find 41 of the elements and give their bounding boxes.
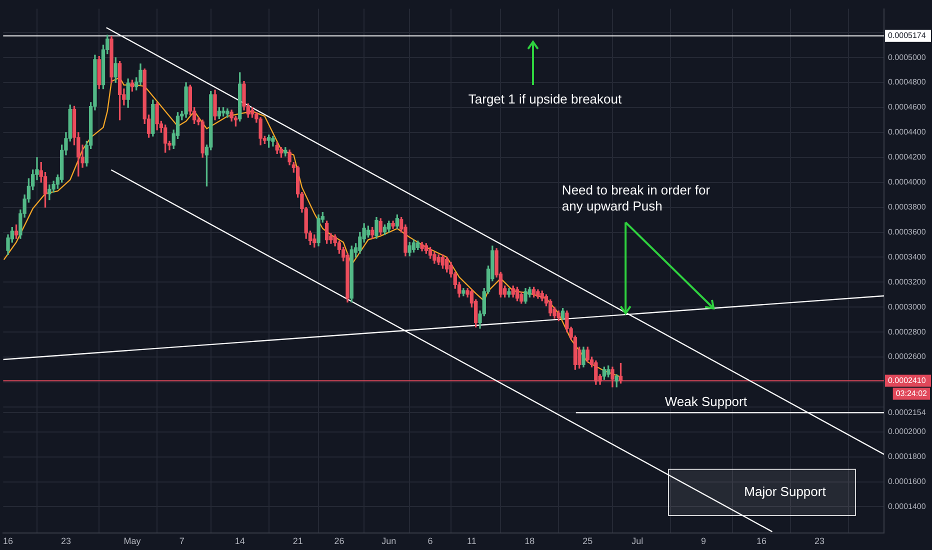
y-tick-label: 0.0002800 — [888, 327, 926, 336]
y-tick-label: 0.0004400 — [888, 128, 926, 137]
y-tick-label: 0.0004600 — [888, 102, 926, 112]
x-tick-label: 11 — [467, 536, 476, 546]
y-tick-label: 0.0005000 — [888, 52, 926, 62]
x-tick-label: Jul — [632, 536, 644, 546]
x-tick-label: May — [124, 536, 142, 546]
y-tick-label: 0.0003200 — [888, 277, 926, 286]
y-tick-label: 0.0004000 — [888, 178, 926, 187]
x-tick-label: 26 — [334, 536, 344, 546]
y-tick-label: 0.0003600 — [888, 227, 926, 236]
x-tick-label: 23 — [814, 536, 824, 546]
x-tick-label: 21 — [292, 536, 303, 546]
y-tick-label: 0.0004200 — [888, 152, 926, 162]
y-tick-label: 0.0002154 — [888, 408, 926, 417]
x-tick-label: 7 — [179, 536, 184, 546]
y-tick-label: 0.0001800 — [888, 452, 926, 462]
y-tick-label: 0.0003800 — [888, 202, 926, 212]
x-tick-label: Jun — [382, 536, 396, 546]
y-tick-label: 0.0003400 — [888, 252, 926, 262]
series-label: Weak Support — [664, 394, 748, 409]
annotation: Target 1 if upside breakout — [468, 92, 622, 107]
annotation: Need to break in order for any upward Push — [562, 182, 711, 214]
x-tick-label: 23 — [60, 536, 71, 546]
y-tick-label: 0.0001400 — [888, 502, 926, 511]
y-tick-label: 0.0001600 — [888, 477, 926, 486]
y-tick-label: 0.0004800 — [888, 78, 926, 87]
x-tick-label: 16 — [756, 536, 767, 546]
y-tick-label: 0.0002600 — [888, 352, 926, 362]
band-label: Major Support — [744, 484, 826, 499]
ref-line-label: 0.0005174 — [888, 31, 926, 40]
y-tick-label: 0.0002000 — [888, 427, 926, 436]
y-tick-label: 0.0003000 — [888, 302, 926, 312]
x-tick-label: 25 — [582, 536, 593, 546]
ref-line-label: 0.0002410 — [888, 376, 926, 385]
text: 03:24:02 — [896, 388, 928, 398]
x-tick-label: 9 — [701, 536, 706, 546]
x-tick-label: 16 — [3, 536, 14, 546]
x-tick-label: 14 — [234, 536, 245, 546]
x-tick-label: 6 — [428, 536, 433, 546]
x-tick-label: 18 — [524, 536, 535, 546]
